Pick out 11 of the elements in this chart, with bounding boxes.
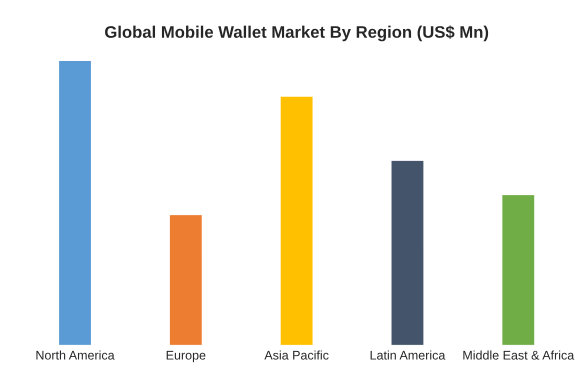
x-tick-label: Asia Pacific <box>264 350 329 360</box>
x-tick-label: Europe <box>166 350 206 362</box>
bar <box>390 159 425 346</box>
x-tick-label: Middle East & Africa <box>463 350 574 360</box>
bar <box>168 214 204 346</box>
x-tick-label: Latin America <box>370 350 446 360</box>
bar <box>58 60 92 346</box>
x-tick-label: North America <box>36 350 115 360</box>
chart-title: Global Mobile Wallet Market By Region (US$ Mn) <box>105 25 488 42</box>
bar <box>279 95 314 346</box>
bar <box>500 194 536 346</box>
